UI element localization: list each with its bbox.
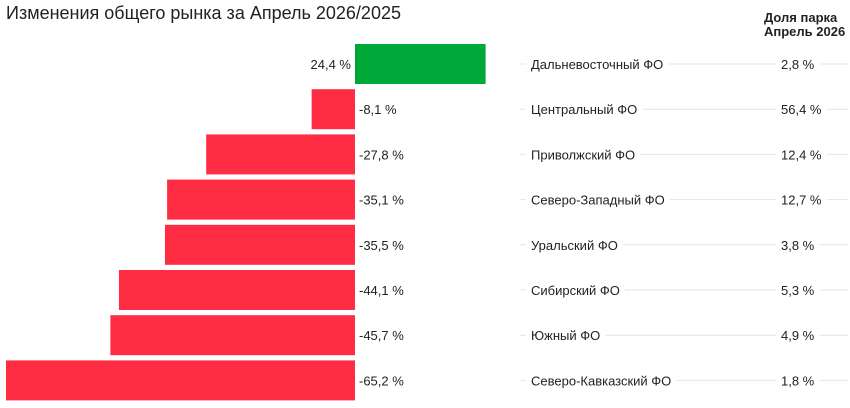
value-label-row-1: 24,4 % xyxy=(311,57,352,72)
share-label-row-8: 1,8 % xyxy=(781,373,815,388)
region-label-row-6: Сибирский ФО xyxy=(531,283,620,298)
share-labels-group: 2,8 % 56,4 % 12,4 % 12,7 % 3,8 % 5,3 % 4,9 % 1,… xyxy=(776,56,827,390)
label-backdrop-row-3 xyxy=(776,146,827,164)
bar-row-3 xyxy=(206,134,355,175)
chart-title: Изменения общего рынка за Апрель 2026/20… xyxy=(6,3,401,23)
region-label-row-2: Центральный ФО xyxy=(531,102,637,117)
share-label-row-1: 2,8 % xyxy=(781,57,815,72)
label-backdrop-row-4 xyxy=(776,191,827,209)
label-backdrop-row-7 xyxy=(526,327,606,345)
share-label-row-7: 4,9 % xyxy=(781,328,815,343)
share-label-row-3: 12,4 % xyxy=(781,147,822,162)
region-label-row-5: Уральский ФО xyxy=(531,238,618,253)
value-label-row-4: -35,1 % xyxy=(359,193,404,208)
share-column-header: Доля парка Апрель 2026 xyxy=(764,11,848,39)
value-label-row-7: -45,7 % xyxy=(359,328,404,343)
value-label-row-3: -27,8 % xyxy=(359,147,404,162)
region-label-row-3: Приволжский ФО xyxy=(531,147,635,162)
label-backdrop-row-4 xyxy=(526,191,670,209)
value-label-row-6: -44,1 % xyxy=(359,283,404,298)
region-label-row-8: Северо-Кавказский ФО xyxy=(531,373,671,388)
share-label-row-5: 3,8 % xyxy=(781,238,815,253)
bars-group xyxy=(6,44,486,401)
share-label-row-4: 12,7 % xyxy=(781,193,822,208)
share-label-row-6: 5,3 % xyxy=(781,283,815,298)
label-backdrop-row-6 xyxy=(526,282,625,299)
label-backdrop-row-5 xyxy=(776,236,820,254)
region-label-row-1: Дальневосточный ФО xyxy=(531,57,663,72)
bar-row-1 xyxy=(355,44,486,84)
label-backdrop-row-6 xyxy=(776,282,820,299)
value-label-row-5: -35,5 % xyxy=(359,238,404,253)
region-label-row-7: Южный ФО xyxy=(531,328,600,343)
bar-row-2 xyxy=(311,89,355,130)
region-label-row-4: Северо-Западный ФО xyxy=(531,193,665,208)
label-backdrop-row-3 xyxy=(526,146,641,164)
value-label-row-8: -65,2 % xyxy=(359,373,404,388)
value-label-row-2: -8,1 % xyxy=(359,102,397,117)
share-header-line-2: Апрель 2026 xyxy=(764,24,846,39)
bar-row-8 xyxy=(6,360,355,401)
label-backdrop-row-8 xyxy=(776,372,820,390)
share-label-row-2: 56,4 % xyxy=(781,102,822,117)
bar-row-6 xyxy=(118,270,355,310)
label-backdrop-row-7 xyxy=(776,327,820,345)
label-backdrop-row-2 xyxy=(776,101,827,119)
value-labels-group: 24,4 % -8,1 % -27,8 % -35,1 % -35,5 % -44,1 %… xyxy=(311,57,405,388)
bar-row-7 xyxy=(110,315,355,356)
label-backdrop-row-8 xyxy=(526,372,677,390)
label-backdrop-row-1 xyxy=(526,56,669,73)
bar-row-4 xyxy=(167,179,355,220)
label-backdrop-row-5 xyxy=(526,236,623,254)
label-backdrop-row-1 xyxy=(776,56,820,73)
share-header-line-1: Доля парка xyxy=(764,10,838,25)
bar-row-5 xyxy=(164,224,355,265)
label-backdrop-row-2 xyxy=(526,101,643,119)
region-labels-group: Дальневосточный ФО Центральный ФО Приволжс… xyxy=(526,56,677,390)
